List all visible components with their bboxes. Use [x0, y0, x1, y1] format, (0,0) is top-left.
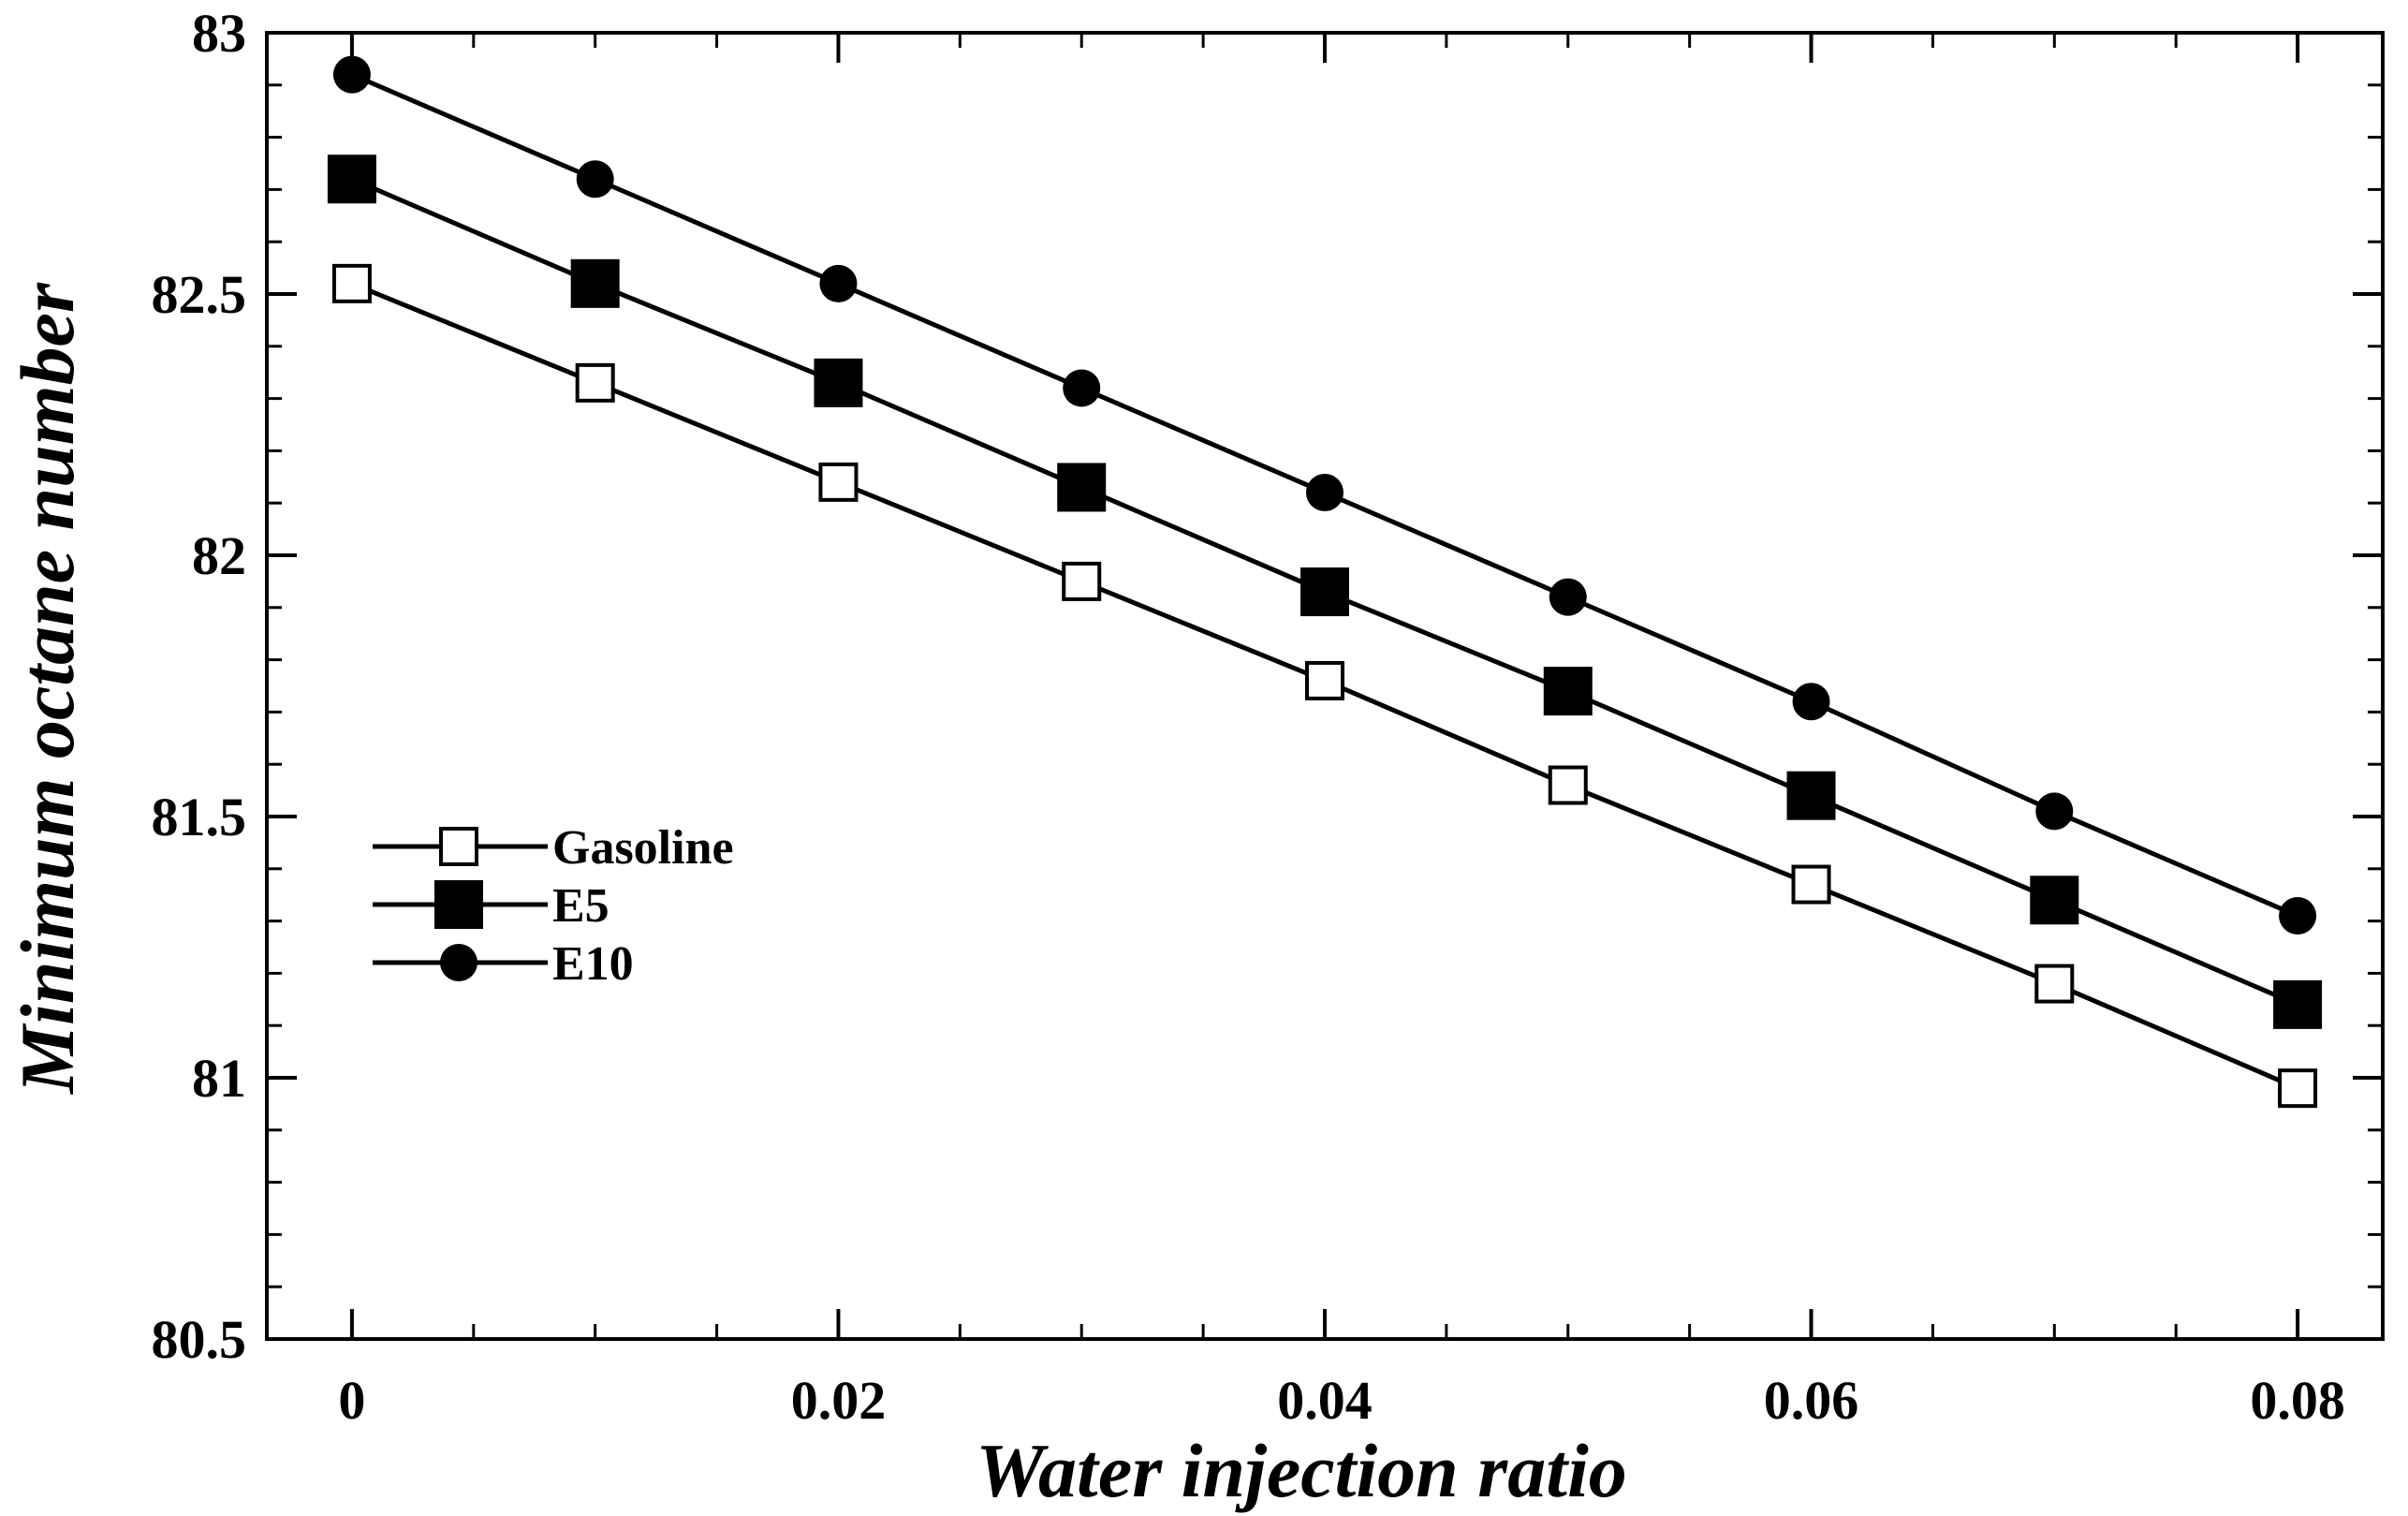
data-point-gasoline	[2034, 964, 2075, 1004]
data-point-e5	[2273, 979, 2323, 1029]
series-e5	[327, 155, 2323, 1029]
legend-item-e5: E5	[373, 879, 609, 933]
y-tick-label: 83	[192, 3, 246, 64]
data-point-e10	[819, 264, 858, 302]
legend-marker-e5	[434, 880, 483, 929]
y-tick-label: 82	[192, 525, 246, 586]
legend-item-e10: E10	[373, 937, 634, 991]
data-point-e5	[1300, 567, 1349, 617]
data-point-e10	[2035, 792, 2074, 831]
data-point-e5	[1786, 771, 1836, 820]
y-tick-label: 81.5	[152, 787, 247, 847]
legend-item-gasoline: Gasoline	[373, 821, 734, 875]
y-tick-label: 81	[192, 1048, 246, 1109]
x-tick-label: 0.04	[1277, 1370, 1373, 1431]
data-point-e10	[576, 160, 614, 199]
x-tick-label: 0.02	[791, 1370, 887, 1431]
data-point-e10	[2279, 897, 2317, 935]
data-point-gasoline	[575, 362, 615, 403]
x-tick-labels: 0 0.02 0.04 0.06 0.08	[338, 1370, 2344, 1431]
data-point-e5	[2030, 876, 2079, 925]
data-point-e10	[1306, 474, 1343, 512]
legend-marker-gasoline	[439, 827, 478, 866]
data-point-gasoline	[1305, 660, 1344, 700]
legend-label-e10: E10	[552, 937, 634, 991]
data-point-gasoline	[1062, 561, 1102, 601]
data-point-e5	[814, 358, 863, 407]
data-point-e5	[327, 155, 376, 204]
y-tick-label: 80.5	[152, 1309, 247, 1370]
data-point-e10	[1792, 683, 1830, 721]
data-point-e5	[570, 258, 620, 308]
y-tick-label: 82.5	[152, 264, 247, 325]
data-point-gasoline	[2278, 1068, 2318, 1109]
data-point-e10	[1063, 369, 1101, 407]
y-axis-title: Minimum octane number	[5, 282, 90, 1096]
data-point-e10	[332, 55, 371, 94]
legend-marker-e10	[440, 944, 477, 981]
series-e10	[332, 55, 2317, 935]
series-gasoline	[331, 263, 2318, 1109]
data-point-gasoline	[331, 263, 372, 303]
legend-label-e5: E5	[552, 879, 609, 933]
legend-label-gasoline: Gasoline	[552, 821, 734, 875]
data-point-gasoline	[818, 462, 859, 502]
x-tick-label: 0.08	[2250, 1370, 2345, 1431]
data-point-e10	[1549, 578, 1587, 616]
data-point-gasoline	[1791, 864, 1831, 905]
data-point-e5	[1543, 667, 1593, 716]
y-tick-labels: 80.5 81 81.5 82 82.5 83	[152, 3, 247, 1370]
series-layer	[327, 55, 2323, 1109]
x-tick-label: 0	[338, 1370, 365, 1431]
data-point-e5	[1057, 463, 1107, 512]
major-ticks	[267, 31, 2383, 1341]
x-tick-label: 0.06	[1764, 1370, 1859, 1431]
x-axis-title: Water injection ratio	[976, 1428, 1627, 1513]
data-point-gasoline	[1548, 765, 1588, 805]
